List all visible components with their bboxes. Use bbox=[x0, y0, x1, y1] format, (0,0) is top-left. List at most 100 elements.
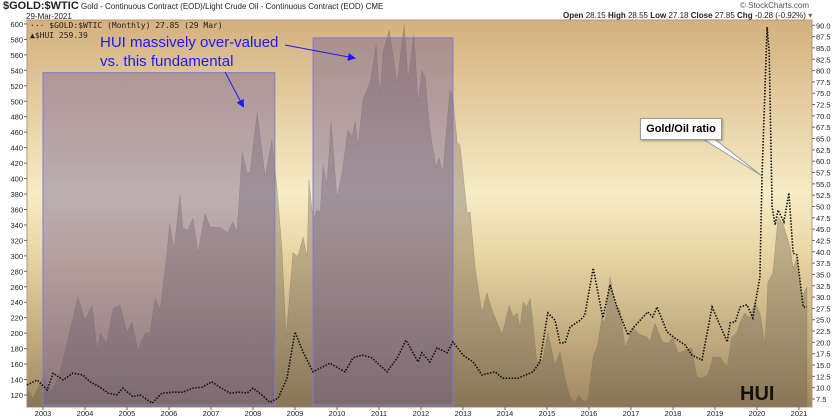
watermark: © StockCharts.com bbox=[740, 1, 810, 10]
left-tick-label: 260 bbox=[10, 283, 23, 292]
x-tick-label: 2009 bbox=[287, 409, 304, 418]
chart-date: 29-Mar-2021 bbox=[26, 12, 72, 21]
right-tick-label: 15.0 bbox=[816, 361, 831, 370]
description: Gold - Continuous Contract (EOD)/Light C… bbox=[81, 2, 364, 11]
right-tick-label: 80.0 bbox=[816, 67, 831, 76]
plot-area bbox=[26, 19, 813, 408]
legend-ratio: ··· $GOLD:$WTIC (Monthly) 27.85 (29 Mar) bbox=[30, 21, 223, 30]
left-tick-label: 580 bbox=[10, 35, 23, 44]
right-tick-label: 40.0 bbox=[816, 248, 831, 257]
x-tick-label: 2014 bbox=[497, 409, 514, 418]
x-tick-label: 2017 bbox=[623, 409, 640, 418]
right-tick-label: 67.5 bbox=[816, 123, 831, 132]
x-tick-label: 2011 bbox=[371, 409, 387, 418]
left-tick-label: 340 bbox=[10, 221, 23, 230]
highlight-box bbox=[42, 72, 276, 406]
right-tick-label: 90.0 bbox=[816, 21, 831, 30]
dropdown-icon[interactable]: ▾ bbox=[808, 11, 813, 20]
highlight-box bbox=[312, 37, 454, 406]
x-tick-label: 2020 bbox=[749, 409, 766, 418]
right-tick-label: 57.5 bbox=[816, 169, 831, 178]
x-tick-label: 2016 bbox=[581, 409, 598, 418]
right-tick-label: 20.0 bbox=[816, 338, 831, 347]
annotation-arrow bbox=[224, 71, 244, 108]
open-value: 28.15 bbox=[585, 11, 606, 20]
left-tick-label: 400 bbox=[10, 175, 23, 184]
x-tick-label: 2019 bbox=[707, 409, 724, 418]
right-tick-label: 47.5 bbox=[816, 214, 831, 223]
legend-hui: ▲$HUI 259.39 bbox=[30, 31, 88, 40]
x-tick-label: 2004 bbox=[77, 409, 94, 418]
gold-oil-callout: Gold/Oil ratio bbox=[640, 118, 722, 140]
right-tick-label: 7.5 bbox=[816, 395, 826, 404]
x-tick-label: 2015 bbox=[539, 409, 556, 418]
left-tick-label: 300 bbox=[10, 252, 23, 261]
left-tick-label: 440 bbox=[10, 144, 23, 153]
left-tick-label: 240 bbox=[10, 298, 23, 307]
right-tick-label: 37.5 bbox=[816, 259, 831, 268]
right-tick-label: 27.5 bbox=[816, 304, 831, 313]
x-tick-label: 2008 bbox=[245, 409, 262, 418]
right-tick-label: 60.0 bbox=[816, 157, 831, 166]
left-tick-label: 320 bbox=[10, 236, 23, 245]
hui-area bbox=[26, 24, 808, 408]
symbol: $GOLD:$WTIC bbox=[3, 0, 79, 12]
annotation-arrow bbox=[284, 44, 356, 61]
right-tick-label: 52.5 bbox=[816, 191, 831, 200]
right-tick-label: 65.0 bbox=[816, 135, 831, 144]
left-tick-label: 460 bbox=[10, 128, 23, 137]
left-tick-label: 420 bbox=[10, 159, 23, 168]
left-tick-label: 560 bbox=[10, 51, 23, 60]
right-tick-label: 35.0 bbox=[816, 270, 831, 279]
right-tick-label: 42.5 bbox=[816, 236, 831, 245]
left-tick-label: 500 bbox=[10, 97, 23, 106]
left-tick-label: 360 bbox=[10, 205, 23, 214]
x-tick-label: 2006 bbox=[161, 409, 178, 418]
right-tick-label: 45.0 bbox=[816, 225, 831, 234]
x-tick-label: 2021 bbox=[791, 409, 808, 418]
right-tick-label: 25.0 bbox=[816, 316, 831, 325]
right-tick-label: 12.5 bbox=[816, 372, 831, 381]
x-tick-label: 2005 bbox=[119, 409, 136, 418]
right-tick-label: 75.0 bbox=[816, 89, 831, 98]
ohlc-readout: Open 28.15 High 28.55 Low 27.18 Close 27… bbox=[563, 11, 813, 20]
hui-label: HUI bbox=[740, 383, 775, 405]
left-tick-label: 220 bbox=[10, 314, 23, 323]
right-tick-label: 10.0 bbox=[816, 384, 831, 393]
x-tick-label: 2010 bbox=[329, 409, 346, 418]
left-tick-label: 480 bbox=[10, 113, 23, 122]
left-tick-label: 540 bbox=[10, 66, 23, 75]
left-tick-label: 140 bbox=[10, 376, 23, 385]
annotation-text: HUI massively over-valued vs. this funda… bbox=[100, 34, 279, 70]
right-tick-label: 87.5 bbox=[816, 33, 831, 42]
right-tick-label: 22.5 bbox=[816, 327, 831, 336]
left-tick-label: 600 bbox=[10, 20, 23, 29]
right-tick-label: 50.0 bbox=[816, 202, 831, 211]
x-tick-label: 2018 bbox=[665, 409, 682, 418]
right-tick-label: 77.5 bbox=[816, 78, 831, 87]
chg-value: -0.28 (-0.92%) bbox=[754, 11, 806, 20]
right-tick-label: 32.5 bbox=[816, 282, 831, 291]
left-tick-label: 160 bbox=[10, 360, 23, 369]
chart-title: $GOLD:$WTIC Gold - Continuous Contract (… bbox=[3, 0, 383, 13]
right-tick-label: 70.0 bbox=[816, 112, 831, 121]
x-tick-label: 2003 bbox=[35, 409, 52, 418]
left-tick-label: 120 bbox=[10, 391, 23, 400]
left-tick-label: 280 bbox=[10, 267, 23, 276]
high-value: 28.55 bbox=[627, 11, 648, 20]
left-tick-label: 380 bbox=[10, 190, 23, 199]
low-value: 27.18 bbox=[668, 11, 689, 20]
left-tick-label: 200 bbox=[10, 329, 23, 338]
right-tick-label: 55.0 bbox=[816, 180, 831, 189]
left-tick-label: 520 bbox=[10, 82, 23, 91]
right-tick-label: 17.5 bbox=[816, 350, 831, 359]
x-tick-label: 2013 bbox=[455, 409, 472, 418]
left-tick-label: 180 bbox=[10, 345, 23, 354]
x-tick-label: 2012 bbox=[413, 409, 430, 418]
right-tick-label: 85.0 bbox=[816, 44, 831, 53]
right-tick-label: 30.0 bbox=[816, 293, 831, 302]
right-tick-label: 82.5 bbox=[816, 55, 831, 64]
right-tick-label: 62.5 bbox=[816, 146, 831, 155]
exchange: CME bbox=[365, 2, 384, 11]
